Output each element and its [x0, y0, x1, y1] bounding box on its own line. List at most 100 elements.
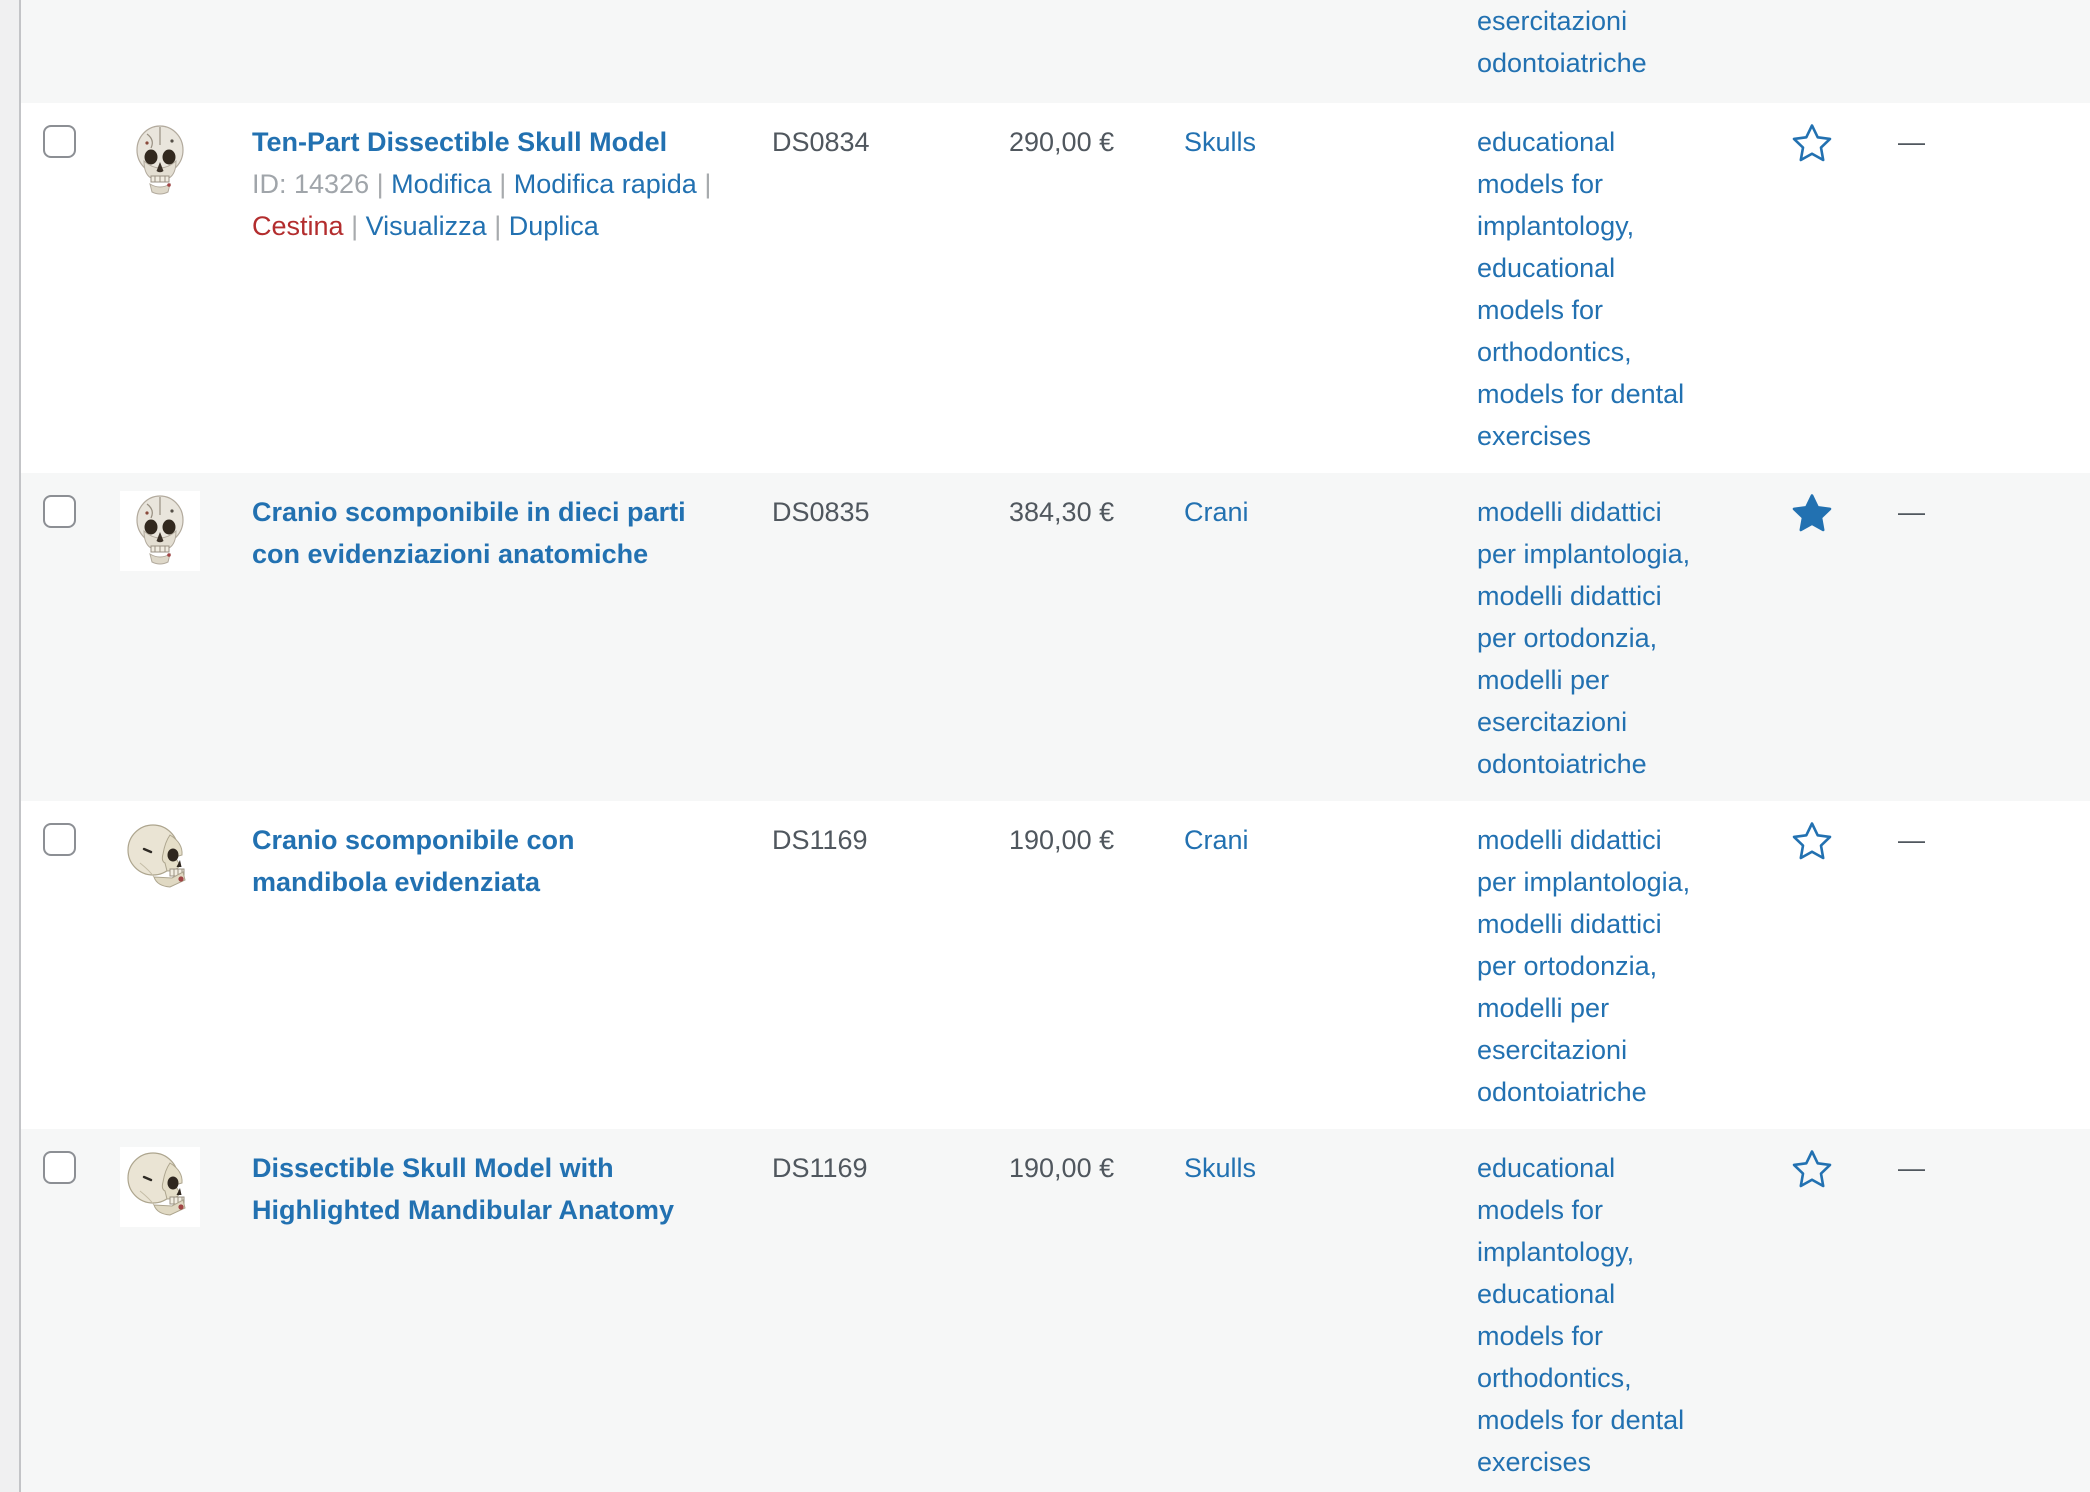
cell-stock: —	[1880, 1129, 2090, 1492]
skull-side-thumbnail-icon	[120, 819, 200, 899]
cell-category: Crani	[1184, 473, 1477, 801]
cell-thumbnail	[120, 1129, 252, 1492]
cell-featured	[1792, 0, 1880, 103]
cell-price: 190,00 €	[1009, 1129, 1184, 1492]
cell-thumbnail	[120, 801, 252, 1129]
cell-tags: esercitazioni odontoiatriche	[1477, 0, 1792, 103]
separator: |	[704, 169, 712, 199]
product-sku: DS1169	[772, 825, 868, 855]
row-select-checkbox[interactable]	[43, 1151, 76, 1184]
product-sku: DS0834	[772, 127, 870, 157]
product-tag-link[interactable]: esercitazioni odontoiatriche	[1477, 6, 1647, 78]
products-table-wrap: esercitazioni odontoiatriche	[19, 0, 2090, 1492]
product-tags-links[interactable]: modelli didattici per implantologia, mod…	[1477, 825, 1691, 1107]
product-price: 190,00 €	[1009, 1153, 1115, 1183]
skull-front-thumbnail-icon	[120, 491, 200, 571]
product-title-link[interactable]: Cranio scomponibile con mandibola eviden…	[252, 825, 575, 897]
row-select-checkbox[interactable]	[43, 125, 76, 158]
row-action-quick-edit[interactable]: Modifica rapida	[513, 169, 697, 199]
cell-category	[1184, 0, 1477, 103]
separator: |	[376, 169, 384, 199]
cell-tags: modelli didattici per implantologia, mod…	[1477, 473, 1792, 801]
row-action-id: ID: 14326	[252, 169, 370, 199]
product-price: 384,30 €	[1009, 497, 1115, 527]
cell-name: Dissectible Skull Model with Highlighted…	[252, 1129, 772, 1492]
cell-tags: modelli didattici per implantologia, mod…	[1477, 801, 1792, 1129]
star-icon	[1792, 822, 1832, 860]
product-title-link[interactable]: Ten-Part Dissectible Skull Model	[252, 127, 668, 157]
product-category-link[interactable]: Crani	[1184, 497, 1249, 527]
separator: |	[499, 169, 507, 199]
product-tags-links[interactable]: educational models for implantology, edu…	[1477, 1153, 1685, 1477]
cell-name	[252, 0, 772, 103]
star-filled-icon	[1792, 494, 1832, 532]
stock-dash: —	[1898, 127, 1925, 157]
product-category-link[interactable]: Skulls	[1184, 1153, 1257, 1183]
cell-thumbnail	[120, 103, 252, 473]
featured-star-toggle[interactable]	[1792, 1149, 1880, 1189]
product-thumbnail-link[interactable]	[120, 491, 252, 571]
stock-dash: —	[1898, 1153, 1925, 1183]
row-action-view[interactable]: Visualizza	[365, 211, 487, 241]
cell-name: Cranio scomponibile con mandibola eviden…	[252, 801, 772, 1129]
cell-price: 384,30 €	[1009, 473, 1184, 801]
cell-checkbox	[21, 103, 120, 473]
featured-star-toggle[interactable]	[1792, 493, 1880, 533]
skull-side-thumbnail-icon	[120, 1147, 200, 1227]
cell-featured	[1792, 473, 1880, 801]
stock-dash: —	[1898, 825, 1925, 855]
product-title-link[interactable]: Dissectible Skull Model with Highlighted…	[252, 1153, 674, 1225]
row-action-edit[interactable]: Modifica	[391, 169, 492, 199]
skull-front-thumbnail-icon	[120, 121, 200, 201]
product-category-link[interactable]: Crani	[1184, 825, 1249, 855]
cell-checkbox	[21, 1129, 120, 1492]
cell-tags: educational models for implantology, edu…	[1477, 1129, 1792, 1492]
row-action-trash[interactable]: Cestina	[252, 211, 344, 241]
cell-checkbox	[21, 0, 120, 103]
product-sku: DS1169	[772, 1153, 868, 1183]
product-thumbnail-link[interactable]	[120, 121, 252, 201]
cell-tags: educational models for implantology, edu…	[1477, 103, 1792, 473]
product-thumbnail-link[interactable]	[120, 1147, 252, 1227]
table-row: Cranio scomponibile con mandibola eviden…	[21, 801, 2090, 1129]
featured-star-toggle[interactable]	[1792, 123, 1880, 163]
cell-stock	[1880, 0, 2090, 103]
row-select-checkbox[interactable]	[43, 495, 76, 528]
cell-featured	[1792, 103, 1880, 473]
product-title-link[interactable]: Cranio scomponibile in dieci parti con e…	[252, 497, 686, 569]
product-price: 190,00 €	[1009, 825, 1115, 855]
featured-star-toggle[interactable]	[1792, 821, 1880, 861]
cell-stock: —	[1880, 473, 2090, 801]
stock-dash: —	[1898, 497, 1925, 527]
table-row: Cranio scomponibile in dieci parti con e…	[21, 473, 2090, 801]
cell-category: Skulls	[1184, 103, 1477, 473]
row-actions: ID: 14326 | Modifica | Modifica rapida |…	[252, 163, 712, 247]
table-row-partial: esercitazioni odontoiatriche	[21, 0, 2090, 103]
product-tags-links[interactable]: modelli didattici per implantologia, mod…	[1477, 497, 1691, 779]
product-category-link[interactable]: Skulls	[1184, 127, 1257, 157]
cell-stock: —	[1880, 801, 2090, 1129]
row-select-checkbox[interactable]	[43, 823, 76, 856]
cell-name: Ten-Part Dissectible Skull Model ID: 143…	[252, 103, 772, 473]
cell-category: Skulls	[1184, 1129, 1477, 1492]
cell-featured	[1792, 1129, 1880, 1492]
product-thumbnail-link[interactable]	[120, 819, 252, 899]
cell-sku: DS1169	[772, 1129, 1009, 1492]
product-sku: DS0835	[772, 497, 870, 527]
product-price: 290,00 €	[1009, 127, 1115, 157]
star-icon	[1792, 124, 1832, 162]
cell-price: 290,00 €	[1009, 103, 1184, 473]
separator: |	[494, 211, 502, 241]
star-icon	[1792, 1150, 1832, 1188]
product-tags-links[interactable]: educational models for implantology, edu…	[1477, 127, 1685, 451]
row-action-duplicate[interactable]: Duplica	[508, 211, 599, 241]
cell-price	[1009, 0, 1184, 103]
separator: |	[351, 211, 359, 241]
cell-sku	[772, 0, 1009, 103]
products-table: esercitazioni odontoiatriche	[21, 0, 2090, 1492]
cell-sku: DS0835	[772, 473, 1009, 801]
cell-stock: —	[1880, 103, 2090, 473]
cell-checkbox	[21, 801, 120, 1129]
cell-sku: DS0834	[772, 103, 1009, 473]
